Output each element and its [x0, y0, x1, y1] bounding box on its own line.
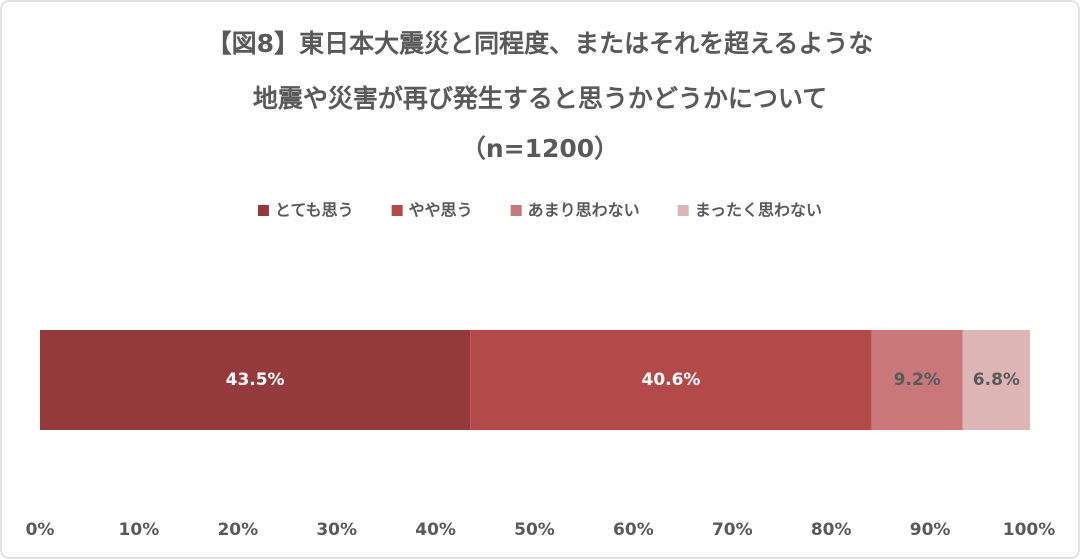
legend-swatch	[510, 205, 522, 216]
legend-swatch	[257, 205, 269, 216]
x-tick-label: 0%	[26, 520, 55, 540]
x-tick-label: 20%	[217, 520, 258, 540]
x-tick-label: 10%	[119, 520, 160, 540]
legend-label: あまり思わない	[528, 201, 640, 220]
bar-segment	[962, 330, 1030, 430]
x-tick-label: 70%	[712, 520, 753, 540]
legend-swatch	[677, 205, 689, 216]
x-tick-label: 90%	[910, 520, 951, 540]
x-tick-label: 40%	[415, 520, 456, 540]
x-tick-label: 30%	[316, 520, 357, 540]
bar-segment	[470, 330, 872, 430]
chart-title: 地震や災害が再び発生すると思うかどうかについて	[253, 84, 827, 113]
legend-label: とても思う	[275, 201, 354, 220]
chart-title: 【図8】東日本大震災と同程度、またはそれを超えるような	[207, 29, 874, 58]
legend-label: まったく思わない	[695, 201, 822, 220]
legend-label: やや思う	[409, 201, 473, 220]
data-label: 6.8%	[973, 370, 1020, 390]
chart-title: （n=1200）	[461, 134, 619, 163]
x-tick-label: 100%	[1003, 520, 1056, 540]
bar-segment	[871, 330, 963, 430]
x-tick-label: 60%	[613, 520, 654, 540]
x-tick-label: 80%	[811, 520, 852, 540]
x-tick-label: 50%	[514, 520, 555, 540]
bar-segment	[40, 330, 471, 430]
data-label: 9.2%	[894, 370, 941, 390]
data-label: 43.5%	[226, 370, 285, 390]
data-label: 40.6%	[641, 370, 700, 390]
legend-swatch	[391, 205, 403, 216]
